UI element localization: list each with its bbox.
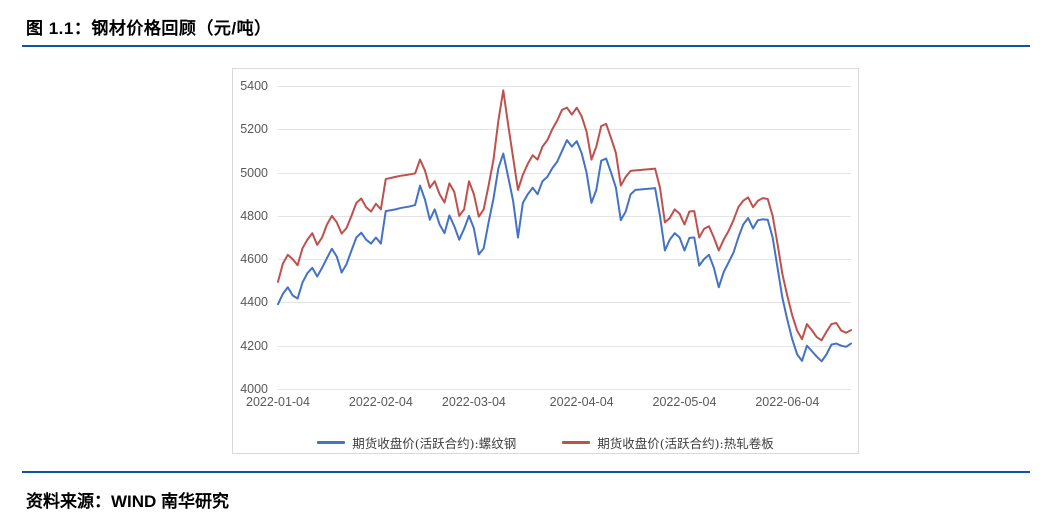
series-line-2 (278, 90, 851, 340)
gridline (278, 259, 851, 261)
gridline (278, 86, 851, 87)
plot-area: 4000 4200 4400 4600 4800 5000 5200 5400 2022-01… (240, 79, 851, 409)
x-axis-tick-label: 2022-04-04 (549, 395, 614, 409)
x-axis-tick-label: 2022-01-04 (246, 395, 310, 409)
gridline (278, 389, 851, 390)
x-axis-tick-label: 2022-02-04 (348, 395, 413, 409)
source-note: 资料来源：WIND 南华研究 (26, 492, 230, 511)
gridline (278, 215, 851, 217)
y-axis-tick-label: 5000 (240, 165, 268, 180)
y-axis-tick-label: 5200 (240, 122, 268, 137)
y-axis-tick-label: 4400 (240, 295, 268, 310)
y-axis-tick-label: 5400 (240, 79, 268, 93)
gridline (278, 302, 851, 304)
y-axis-tick-label: 4600 (240, 252, 268, 267)
y-axis-tick-label: 4800 (240, 208, 268, 223)
legend-label: 期货收盘价(活跃合约):螺纹钢 (352, 436, 517, 451)
x-axis-tick-label: 2022-05-04 (652, 395, 717, 409)
x-axis-tick-label: 2022-06-04 (755, 395, 820, 409)
y-axis-tick-label: 4200 (240, 338, 268, 353)
legend-item-1[interactable]: 期货收盘价(活跃合约):螺纹钢 (317, 433, 516, 452)
gridline (278, 345, 851, 347)
divider-top (22, 45, 1030, 47)
legend-label: 期货收盘价(活跃合约):热轧卷板 (597, 436, 774, 451)
legend-swatch-icon (562, 441, 591, 444)
y-axis-tick-label: 4000 (240, 382, 268, 396)
series-line-1 (278, 140, 851, 361)
gridline (278, 129, 851, 131)
chart-legend: 期货收盘价(活跃合约):螺纹钢 期货收盘价(活跃合约):热轧卷板 (233, 433, 858, 452)
chart-container: 4000 4200 4400 4600 4800 5000 5200 5400 2022-01… (232, 68, 859, 454)
gridline (278, 172, 851, 174)
x-axis-tick-label: 2022-03-04 (441, 395, 506, 409)
divider-bottom (22, 471, 1030, 473)
legend-item-2[interactable]: 期货收盘价(活跃合约):热轧卷板 (562, 433, 774, 452)
series-lines (278, 86, 851, 389)
legend-swatch-icon (317, 441, 346, 444)
page-title: 图 1.1：钢材价格回顾（元/吨） (26, 19, 272, 38)
